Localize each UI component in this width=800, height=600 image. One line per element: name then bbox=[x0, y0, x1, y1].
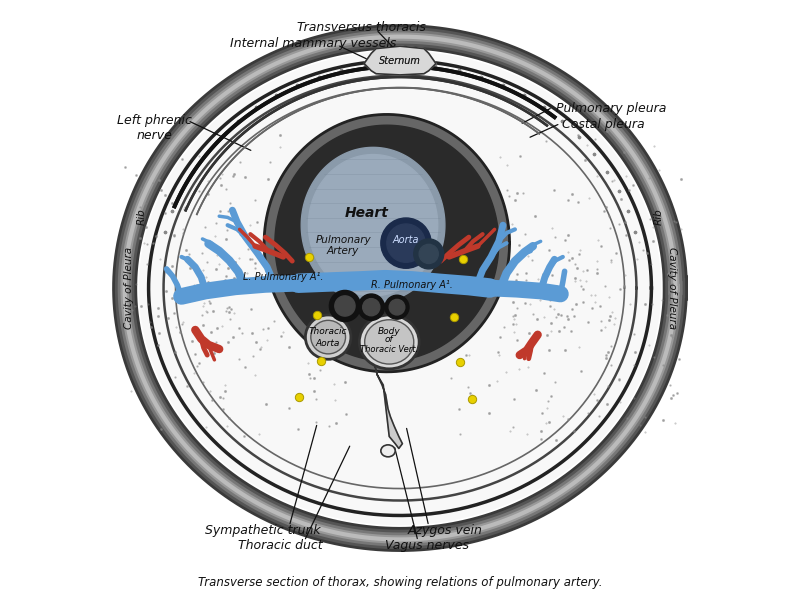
Text: Heart: Heart bbox=[345, 206, 389, 220]
Circle shape bbox=[385, 295, 409, 319]
Circle shape bbox=[335, 296, 355, 316]
Ellipse shape bbox=[359, 315, 419, 369]
Text: Rib: Rib bbox=[136, 208, 146, 224]
Circle shape bbox=[358, 294, 385, 320]
Ellipse shape bbox=[365, 320, 414, 364]
Text: Transversus thoracis: Transversus thoracis bbox=[297, 21, 426, 34]
Text: Thoracic: Thoracic bbox=[309, 326, 347, 335]
Polygon shape bbox=[309, 155, 438, 296]
Text: Transverse section of thorax, showing relations of pulmonary artery.: Transverse section of thorax, showing re… bbox=[198, 575, 602, 589]
Text: Thoracic Vert.: Thoracic Vert. bbox=[360, 344, 418, 353]
Text: Pulmonary: Pulmonary bbox=[315, 235, 371, 245]
Text: Rib: Rib bbox=[654, 208, 664, 224]
Text: Internal mammary vessels: Internal mammary vessels bbox=[230, 37, 396, 50]
Ellipse shape bbox=[306, 315, 351, 359]
Circle shape bbox=[330, 290, 361, 322]
Text: Body: Body bbox=[378, 326, 401, 335]
Text: of: of bbox=[385, 335, 394, 344]
Text: Artery: Artery bbox=[327, 246, 359, 256]
Ellipse shape bbox=[311, 320, 346, 354]
Polygon shape bbox=[375, 366, 402, 448]
Text: Thoracic duct: Thoracic duct bbox=[238, 539, 322, 552]
Polygon shape bbox=[275, 125, 498, 361]
Circle shape bbox=[387, 224, 425, 262]
Text: R. Pulmonary A¹.: R. Pulmonary A¹. bbox=[371, 280, 453, 290]
Text: Sternum: Sternum bbox=[379, 56, 421, 65]
Text: Azygos vein: Azygos vein bbox=[407, 524, 482, 537]
Circle shape bbox=[419, 244, 438, 263]
Text: Cavity of Pleura: Cavity of Pleura bbox=[667, 247, 678, 329]
Text: Left phrenic: Left phrenic bbox=[117, 114, 192, 127]
Ellipse shape bbox=[381, 445, 395, 457]
Polygon shape bbox=[302, 148, 445, 303]
Text: Vagus nerves: Vagus nerves bbox=[385, 539, 469, 552]
Text: Costal pleura: Costal pleura bbox=[562, 118, 644, 131]
Circle shape bbox=[390, 299, 405, 315]
Circle shape bbox=[414, 239, 444, 269]
Polygon shape bbox=[364, 46, 436, 75]
Text: Pulmonary pleura: Pulmonary pleura bbox=[556, 102, 666, 115]
Text: Sympathetic trunk: Sympathetic trunk bbox=[205, 524, 320, 537]
Polygon shape bbox=[140, 52, 660, 524]
Text: nerve: nerve bbox=[137, 129, 173, 142]
Text: L. Pulmonary A¹.: L. Pulmonary A¹. bbox=[243, 272, 323, 282]
Circle shape bbox=[362, 299, 380, 316]
Polygon shape bbox=[264, 115, 510, 372]
Text: Cavity of Pleura: Cavity of Pleura bbox=[125, 247, 134, 329]
Circle shape bbox=[381, 218, 431, 268]
Text: Aorta: Aorta bbox=[393, 235, 419, 245]
Text: Aorta: Aorta bbox=[316, 338, 340, 347]
Text: Sternum: Sternum bbox=[379, 56, 421, 65]
